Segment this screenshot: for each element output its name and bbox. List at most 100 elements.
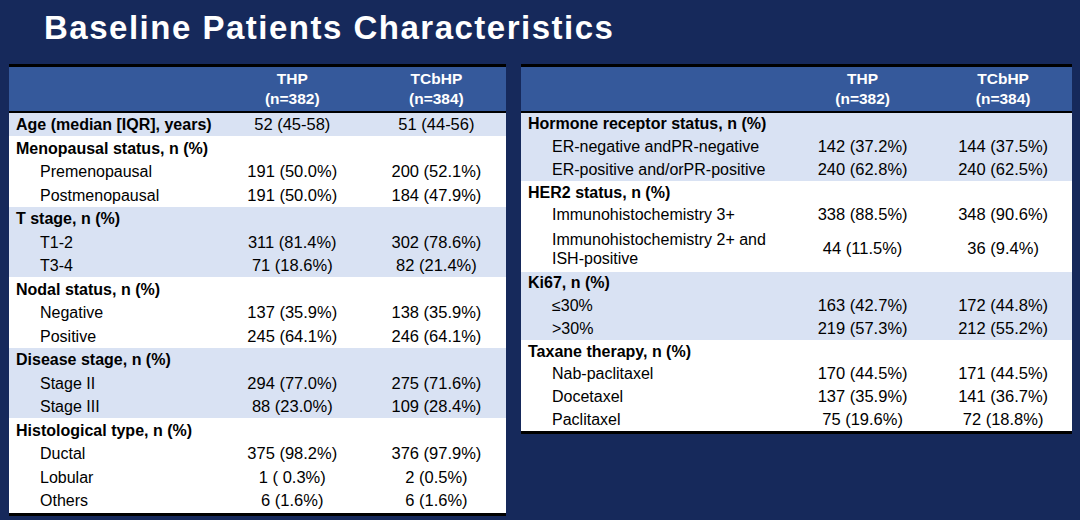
row-value — [934, 112, 1072, 136]
row-value: 338 (88.5%) — [791, 204, 934, 227]
row-label: ER-positive and/orPR-positive — [521, 158, 791, 181]
table-row: Others6 (1.6%)6 (1.6%) — [9, 489, 506, 515]
baseline-characteristics-table-right: THP (n=382) TCbHP (n=384) Hormone recept… — [521, 64, 1072, 434]
row-value: 52 (45-58) — [218, 112, 367, 137]
header-row: THP (n=382) TCbHP (n=384) — [9, 66, 506, 112]
column-header-thp: THP (n=382) — [218, 66, 367, 112]
row-value: 138 (35.9%) — [367, 301, 506, 325]
row-value — [218, 136, 367, 160]
table-row: T1-2311 (81.4%)302 (78.6%) — [9, 230, 506, 254]
table-row: Immunohistochemistry 3+338 (88.5%)348 (9… — [521, 204, 1072, 227]
row-label: Nodal status, n (%) — [9, 277, 218, 301]
row-value: 171 (44.5%) — [934, 362, 1072, 385]
row-value: 240 (62.8%) — [791, 158, 934, 181]
row-value: 109 (28.4%) — [367, 395, 506, 419]
row-value: 137 (35.9%) — [791, 385, 934, 408]
row-label: T1-2 — [9, 230, 218, 254]
row-value — [218, 348, 367, 372]
column-header-thp-label: THP — [218, 69, 367, 89]
row-value: 6 (1.6%) — [218, 489, 367, 515]
column-header-tcbhp: TCbHP (n=384) — [934, 66, 1072, 112]
table-row: ER-negative andPR-negative142 (37.2%)144… — [521, 135, 1072, 158]
row-value: 245 (64.1%) — [218, 324, 367, 348]
column-header-thp-n: (n=382) — [218, 89, 367, 109]
row-value: 240 (62.5%) — [934, 158, 1072, 181]
row-label: Premenopausal — [9, 160, 218, 184]
row-label: Stage III — [9, 395, 218, 419]
row-value — [934, 272, 1072, 295]
row-value — [934, 181, 1072, 204]
row-value: 200 (52.1%) — [367, 160, 506, 184]
column-header-thp: THP (n=382) — [791, 66, 934, 112]
column-header-tcbhp-label: TCbHP — [934, 69, 1072, 89]
column-header-thp-label: THP — [791, 69, 934, 89]
row-value: 311 (81.4%) — [218, 230, 367, 254]
row-value: 294 (77.0%) — [218, 371, 367, 395]
row-value — [367, 207, 506, 231]
table-row: Docetaxel137 (35.9%)141 (36.7%) — [521, 385, 1072, 408]
row-label: Age (median [IQR], years) — [9, 112, 218, 137]
row-value — [367, 418, 506, 442]
table-row: T stage, n (%) — [9, 207, 506, 231]
table-row: ≤30%163 (42.7%)172 (44.8%) — [521, 294, 1072, 317]
table-row: Postmenopausal191 (50.0%)184 (47.9%) — [9, 183, 506, 207]
row-label: T3-4 — [9, 254, 218, 278]
row-value: 302 (78.6%) — [367, 230, 506, 254]
row-label: Positive — [9, 324, 218, 348]
row-value: 184 (47.9%) — [367, 183, 506, 207]
table-row: Stage II294 (77.0%)275 (71.6%) — [9, 371, 506, 395]
row-value — [367, 136, 506, 160]
row-label: >30% — [521, 317, 791, 340]
row-value: 191 (50.0%) — [218, 183, 367, 207]
row-value: 246 (64.1%) — [367, 324, 506, 348]
table-row: Immunohistochemistry 2+ and ISH-positive… — [521, 226, 1072, 271]
row-label: Menopausal status, n (%) — [9, 136, 218, 160]
row-value: 170 (44.5%) — [791, 362, 934, 385]
row-value: 36 (9.4%) — [934, 226, 1072, 271]
row-label: Ductal — [9, 442, 218, 466]
table-row: ER-positive and/orPR-positive240 (62.8%)… — [521, 158, 1072, 181]
row-value — [218, 207, 367, 231]
row-label: ER-negative andPR-negative — [521, 135, 791, 158]
row-value: 82 (21.4%) — [367, 254, 506, 278]
row-value: 75 (19.6%) — [791, 408, 934, 433]
row-label: Others — [9, 489, 218, 515]
table-row: HER2 status, n (%) — [521, 181, 1072, 204]
row-value: 375 (98.2%) — [218, 442, 367, 466]
table-row: Nodal status, n (%) — [9, 277, 506, 301]
column-header-tcbhp-n: (n=384) — [367, 89, 506, 109]
row-value: 88 (23.0%) — [218, 395, 367, 419]
row-label: Ki67, n (%) — [521, 272, 791, 295]
row-value: 6 (1.6%) — [367, 489, 506, 515]
table-row: Lobular1 ( 0.3%)2 (0.5%) — [9, 465, 506, 489]
row-value — [367, 277, 506, 301]
row-label: Immunohistochemistry 3+ — [521, 204, 791, 227]
row-value — [791, 340, 934, 363]
row-value: 275 (71.6%) — [367, 371, 506, 395]
row-value: 348 (90.6%) — [934, 204, 1072, 227]
row-value: 51 (44-56) — [367, 112, 506, 137]
table-row: Ki67, n (%) — [521, 272, 1072, 295]
row-value: 219 (57.3%) — [791, 317, 934, 340]
row-value: 144 (37.5%) — [934, 135, 1072, 158]
table-row: Positive245 (64.1%)246 (64.1%) — [9, 324, 506, 348]
row-value: 191 (50.0%) — [218, 160, 367, 184]
table-row: T3-471 (18.6%)82 (21.4%) — [9, 254, 506, 278]
row-value: 141 (36.7%) — [934, 385, 1072, 408]
row-value — [218, 277, 367, 301]
row-label: Stage II — [9, 371, 218, 395]
table-row: Hormone receptor status, n (%) — [521, 112, 1072, 136]
table-row: Ductal375 (98.2%)376 (97.9%) — [9, 442, 506, 466]
row-value: 2 (0.5%) — [367, 465, 506, 489]
empty-header-cell — [9, 66, 218, 112]
table-row: Menopausal status, n (%) — [9, 136, 506, 160]
row-value: 44 (11.5%) — [791, 226, 934, 271]
table-row: Negative137 (35.9%)138 (35.9%) — [9, 301, 506, 325]
row-value: 142 (37.2%) — [791, 135, 934, 158]
row-label: HER2 status, n (%) — [521, 181, 791, 204]
row-value — [367, 348, 506, 372]
row-label: Docetaxel — [521, 385, 791, 408]
table-row: Stage III88 (23.0%)109 (28.4%) — [9, 395, 506, 419]
table-row: >30%219 (57.3%)212 (55.2%) — [521, 317, 1072, 340]
row-value — [218, 418, 367, 442]
